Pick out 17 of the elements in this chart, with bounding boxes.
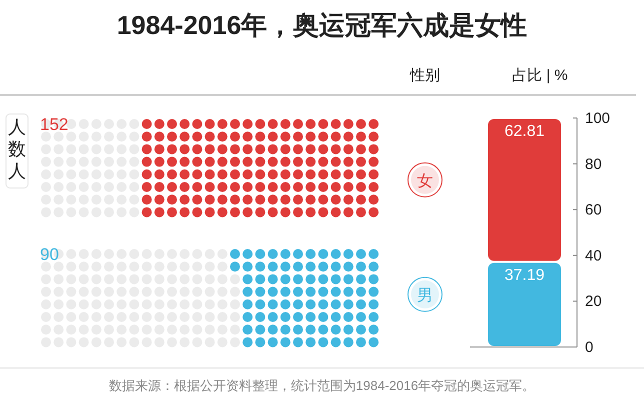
y-tick-label: 40 [585,247,602,264]
y-tick-label: 20 [585,293,602,310]
text: 女 [417,172,433,190]
data-label: 90 [40,245,59,264]
data-label: 62.81 [504,123,545,140]
text: 男 [417,287,433,304]
source-note: 数据来源：根据公开资料整理，统计范围为1984-2016年夺冠的奥运冠军。 [108,378,536,393]
data-label: 37.19 [504,266,545,284]
legend-title: 性别 [409,67,440,84]
y-tick-label: 60 [585,202,602,219]
text: 1984-2016年，奥运冠军六成是女性 [116,10,528,40]
text: 人数人 [8,117,26,181]
y-tick-label: 0 [585,339,594,356]
data-label: 152 [40,115,68,134]
y-tick-label: 80 [585,156,602,173]
y-tick-label: 100 [585,110,610,127]
y-axis-title: 占比 | % [512,67,568,84]
